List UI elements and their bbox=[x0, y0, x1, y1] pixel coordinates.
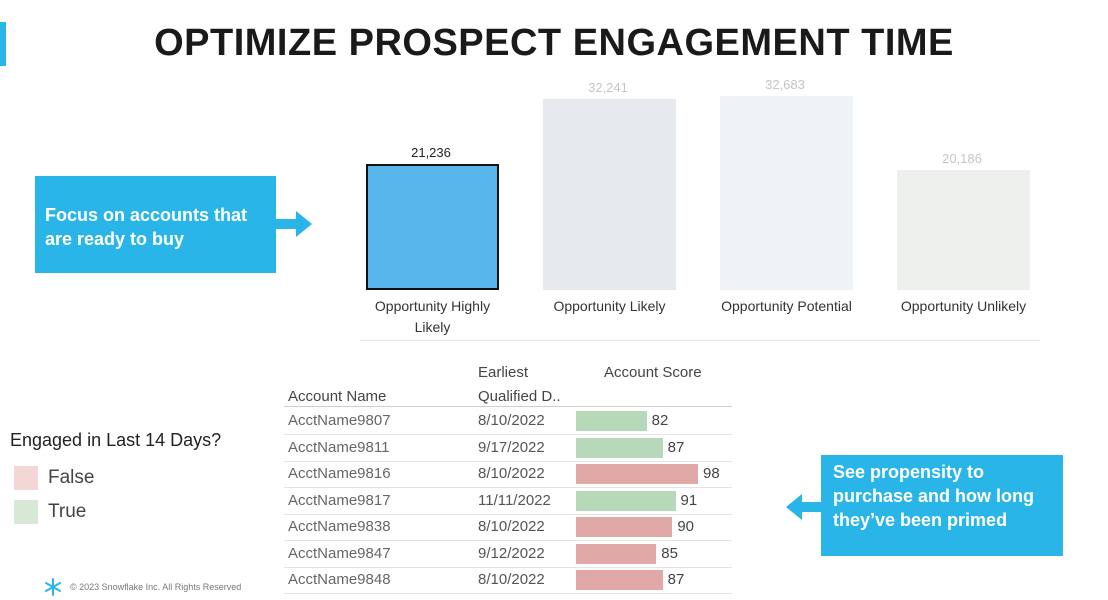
legend-item-true[interactable]: True bbox=[10, 495, 221, 529]
legend-label-false: False bbox=[48, 467, 95, 488]
callout-propensity: See propensity to purchase and how long … bbox=[821, 455, 1063, 556]
table-row[interactable]: AcctName9816 8/10/2022 98 bbox=[284, 461, 732, 488]
bar-1[interactable] bbox=[366, 163, 499, 290]
score-bar bbox=[576, 437, 663, 458]
account-name-cell: AcctName9838 bbox=[288, 518, 391, 535]
bar-value-label: 21,236 bbox=[411, 144, 451, 160]
table-row[interactable]: AcctName9847 9/12/2022 85 bbox=[284, 541, 732, 568]
score-bar bbox=[576, 543, 657, 564]
header-account-score: Account Score bbox=[604, 364, 702, 381]
legend: Engaged in Last 14 Days? False True bbox=[10, 430, 221, 529]
header-earliest: Earliest bbox=[478, 364, 529, 381]
legend-swatch-true bbox=[14, 500, 38, 524]
table-row[interactable]: AcctName9817 11/11/2022 91 bbox=[284, 488, 732, 515]
score-value: 87 bbox=[667, 571, 685, 588]
bar-value-label: 20,186 bbox=[942, 151, 982, 167]
qualified-date-cell: 11/11/2022 bbox=[478, 491, 551, 509]
score-value: 85 bbox=[661, 544, 678, 562]
header-qualified: Qualified D.. bbox=[478, 388, 561, 405]
page-title: OPTIMIZE PROSPECT ENGAGEMENT TIME bbox=[154, 22, 954, 64]
legend-label-true: True bbox=[48, 501, 87, 522]
legend-item-false[interactable]: False bbox=[10, 461, 221, 495]
account-name-cell: AcctName9817 bbox=[288, 491, 391, 509]
table-header-divider bbox=[284, 406, 732, 407]
score-bar bbox=[576, 464, 698, 484]
account-name-cell: AcctName9807 bbox=[288, 412, 391, 429]
score-bar bbox=[576, 570, 663, 590]
account-name-cell: AcctName9811 bbox=[288, 438, 390, 456]
table-row[interactable]: AcctName9848 8/10/2022 87 bbox=[284, 567, 732, 594]
score-value: 91 bbox=[680, 491, 698, 509]
copyright-text: © 2023 Snowflake Inc. All Rights Reserve… bbox=[70, 582, 242, 592]
qualified-date-cell: 8/10/2022 bbox=[478, 571, 545, 588]
table-row[interactable]: AcctName9838 8/10/2022 90 bbox=[284, 514, 732, 541]
score-value: 82 bbox=[651, 412, 669, 429]
category-label: Opportunity Highly Likely bbox=[374, 298, 491, 335]
legend-title: Engaged in Last 14 Days? bbox=[10, 430, 222, 450]
table-row[interactable]: AcctName9811 9/17/2022 87 bbox=[284, 435, 732, 462]
category-label: Opportunity Likely bbox=[553, 298, 666, 314]
bar-4[interactable] bbox=[897, 170, 1030, 290]
score-value: 90 bbox=[677, 518, 694, 535]
bar-chart: 21,236 Opportunity Highly Likely 32,241 Opp… bbox=[340, 70, 1040, 360]
qualified-date-cell: 8/10/2022 bbox=[478, 465, 545, 482]
callout-focus: Focus on accounts that are ready to buy bbox=[35, 176, 276, 273]
header-account-name: Account Name bbox=[288, 388, 387, 405]
score-bar bbox=[576, 411, 647, 431]
chart-baseline bbox=[360, 340, 1040, 341]
qualified-date-cell: 8/10/2022 bbox=[478, 518, 545, 535]
score-bar bbox=[576, 517, 673, 537]
bar-value-label: 32,683 bbox=[765, 76, 805, 92]
qualified-date-cell: 9/12/2022 bbox=[478, 544, 545, 562]
arrow-right-icon bbox=[276, 211, 312, 237]
bar-3[interactable] bbox=[720, 95, 853, 290]
account-name-cell: AcctName9816 bbox=[288, 465, 391, 482]
category-label: Opportunity Potential bbox=[721, 298, 852, 314]
snowflake-icon bbox=[45, 578, 61, 596]
accent-bar bbox=[0, 22, 6, 66]
account-name-cell: AcctName9847 bbox=[288, 544, 391, 562]
account-name-cell: AcctName9848 bbox=[288, 571, 391, 588]
bar-2[interactable] bbox=[543, 98, 676, 290]
qualified-date-cell: 8/10/2022 bbox=[478, 412, 545, 429]
bar-value-label: 32,241 bbox=[588, 79, 628, 95]
score-bar bbox=[576, 490, 676, 511]
category-label: Opportunity Unlikely bbox=[900, 298, 1027, 314]
footer: © 2023 Snowflake Inc. All Rights Reserve… bbox=[44, 578, 241, 596]
score-value: 98 bbox=[703, 465, 720, 482]
score-value: 87 bbox=[667, 438, 685, 456]
qualified-date-cell: 9/17/2022 bbox=[478, 438, 545, 456]
table-row[interactable]: AcctName9807 8/10/2022 82 bbox=[284, 408, 732, 435]
legend-swatch-false bbox=[14, 466, 38, 490]
arrow-left-icon bbox=[786, 494, 822, 520]
